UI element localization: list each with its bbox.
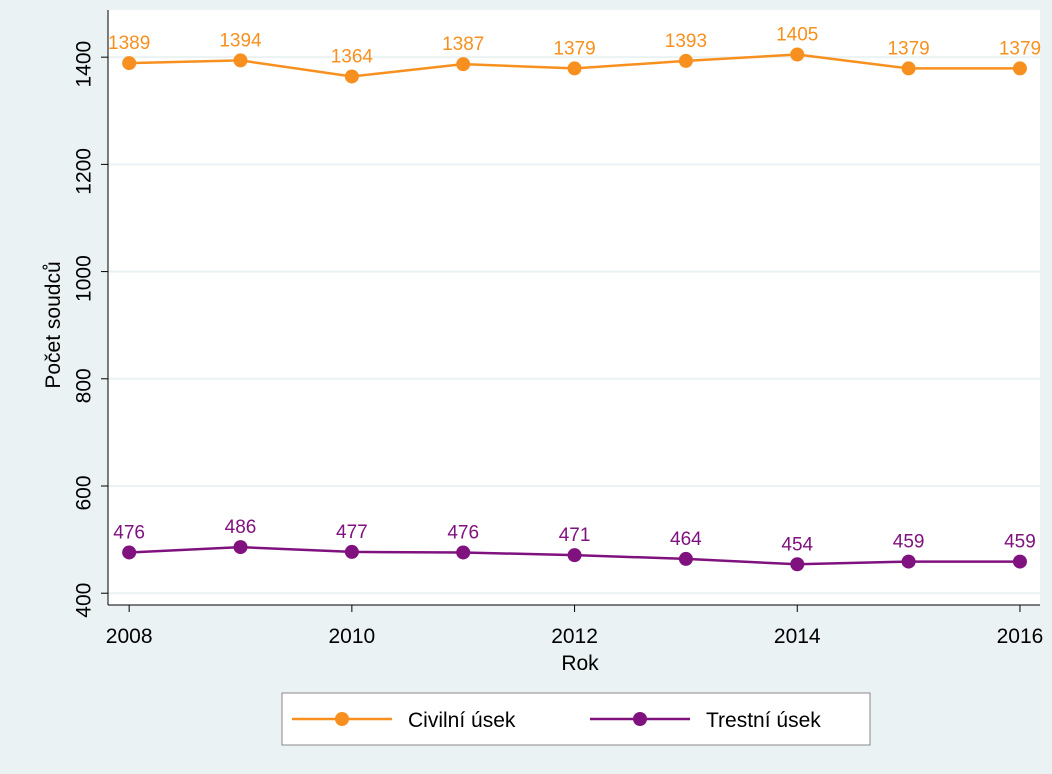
data-label: 459 xyxy=(1004,532,1036,553)
data-label: 1405 xyxy=(776,24,818,45)
marker xyxy=(122,56,137,71)
data-label: 1389 xyxy=(108,33,150,54)
x-tick-label: 2016 xyxy=(997,625,1044,648)
data-label: 1393 xyxy=(665,31,707,52)
marker xyxy=(790,47,805,62)
x-tick-label: 2010 xyxy=(328,625,375,648)
legend-label: Trestní úsek xyxy=(706,709,821,732)
marker xyxy=(456,57,471,72)
data-label: 454 xyxy=(781,534,813,555)
x-tick-label: 2008 xyxy=(106,625,153,648)
marker xyxy=(901,554,916,569)
data-label: 459 xyxy=(893,532,925,553)
marker xyxy=(344,544,359,559)
plot-area xyxy=(108,10,1040,605)
data-label: 476 xyxy=(113,522,145,543)
data-label: 486 xyxy=(225,517,257,538)
x-tick-label: 2014 xyxy=(774,625,821,648)
y-tick-label: 600 xyxy=(73,475,96,510)
legend-marker xyxy=(633,712,647,726)
y-tick-label: 1200 xyxy=(73,148,96,195)
data-label: 471 xyxy=(559,525,591,546)
y-tick-label: 800 xyxy=(73,368,96,403)
data-label: 1394 xyxy=(219,30,262,51)
marker xyxy=(1012,61,1027,76)
legend-label: Civilní úsek xyxy=(408,709,516,732)
data-label: 1364 xyxy=(331,46,374,67)
data-label: 1379 xyxy=(999,38,1041,59)
y-tick-label: 400 xyxy=(73,583,96,618)
legend-marker xyxy=(335,712,349,726)
y-tick-label: 1400 xyxy=(73,41,96,88)
marker xyxy=(901,61,916,76)
marker xyxy=(678,551,693,566)
y-axis-label: Počet soudců xyxy=(42,261,65,388)
marker xyxy=(678,53,693,68)
data-label: 1379 xyxy=(887,38,929,59)
marker xyxy=(567,61,582,76)
marker xyxy=(233,540,248,555)
y-tick-label: 1000 xyxy=(73,255,96,302)
x-tick-label: 2012 xyxy=(551,625,598,648)
data-label: 477 xyxy=(336,522,368,543)
marker xyxy=(456,545,471,560)
marker xyxy=(233,53,248,68)
marker xyxy=(790,557,805,572)
data-label: 476 xyxy=(447,522,479,543)
marker xyxy=(122,545,137,560)
data-label: 1387 xyxy=(442,34,484,55)
marker xyxy=(344,69,359,84)
marker xyxy=(1012,554,1027,569)
marker xyxy=(567,548,582,563)
data-label: 1379 xyxy=(553,38,595,59)
x-axis-label: Rok xyxy=(561,652,599,675)
data-label: 464 xyxy=(670,529,702,550)
